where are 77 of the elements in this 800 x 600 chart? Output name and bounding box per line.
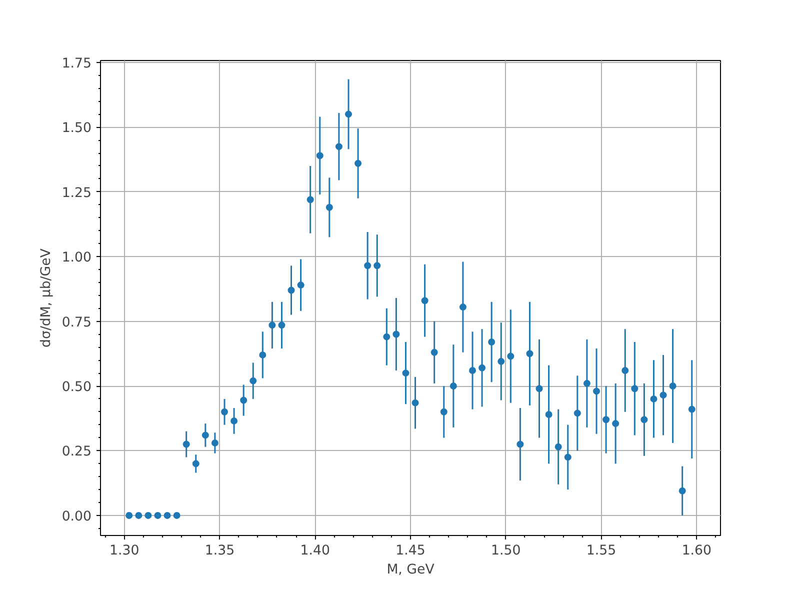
point (402, 370, 410, 377)
point (211, 439, 218, 446)
point (440, 408, 448, 416)
point (602, 416, 610, 424)
point (364, 262, 372, 270)
point (430, 348, 438, 356)
x-tick-label: 1.45 (396, 544, 426, 558)
point (498, 358, 505, 365)
point (268, 322, 276, 329)
point (278, 322, 286, 329)
point (164, 512, 171, 519)
point (688, 406, 696, 413)
point (488, 338, 496, 346)
y-axis-title: dσ/dM, μb/GeV (38, 248, 54, 348)
point (221, 408, 228, 416)
point (374, 262, 381, 270)
point (650, 395, 658, 402)
point (622, 366, 629, 374)
point (306, 196, 314, 204)
point (126, 512, 133, 519)
point (144, 512, 152, 519)
x-tick-label: 1.30 (110, 544, 140, 558)
point (478, 364, 486, 372)
point (678, 487, 686, 494)
y-tick-label: 0.75 (62, 315, 92, 330)
point (631, 385, 638, 392)
point (192, 460, 200, 468)
point (154, 512, 162, 519)
point (545, 410, 552, 418)
point (583, 380, 590, 387)
point (507, 352, 514, 360)
point (250, 377, 257, 384)
point (516, 440, 524, 448)
y-tick-label: 1.75 (62, 56, 92, 72)
x-tick-label: 1.60 (682, 544, 712, 558)
point (392, 330, 400, 338)
y-tick-label: 1.00 (62, 250, 92, 266)
x-tick-label: 1.40 (300, 544, 330, 558)
point (326, 204, 333, 211)
point (421, 297, 428, 304)
point (469, 366, 476, 374)
point (182, 440, 190, 448)
point (459, 304, 466, 311)
point (297, 282, 304, 289)
point (450, 382, 457, 390)
point (335, 143, 342, 150)
point (316, 152, 324, 160)
point (554, 443, 562, 450)
point (612, 420, 620, 428)
point (640, 416, 648, 424)
x-tick-label: 1.50 (491, 544, 521, 558)
point (173, 512, 180, 519)
point (536, 385, 543, 392)
point (412, 399, 419, 406)
point (354, 160, 362, 167)
y-tick-label: 0.00 (62, 509, 92, 524)
point (574, 410, 581, 417)
y-tick-label: 1.25 (62, 186, 92, 201)
y-tick-label: 0.25 (62, 444, 92, 460)
point (669, 382, 676, 390)
point (240, 396, 248, 404)
point (660, 392, 667, 399)
point (259, 351, 266, 358)
point (135, 512, 142, 519)
point (593, 388, 600, 395)
point (202, 432, 209, 439)
x-axis-title: M, GeV (386, 562, 434, 578)
y-tick-label: 0.50 (62, 380, 92, 396)
point (526, 350, 534, 358)
point (564, 454, 572, 461)
point (288, 286, 295, 294)
x-tick-label: 1.55 (586, 544, 616, 558)
point (383, 333, 390, 340)
y-tick-label: 1.50 (62, 121, 92, 136)
point (230, 417, 238, 424)
point (345, 110, 352, 118)
x-tick-label: 1.35 (204, 544, 235, 558)
